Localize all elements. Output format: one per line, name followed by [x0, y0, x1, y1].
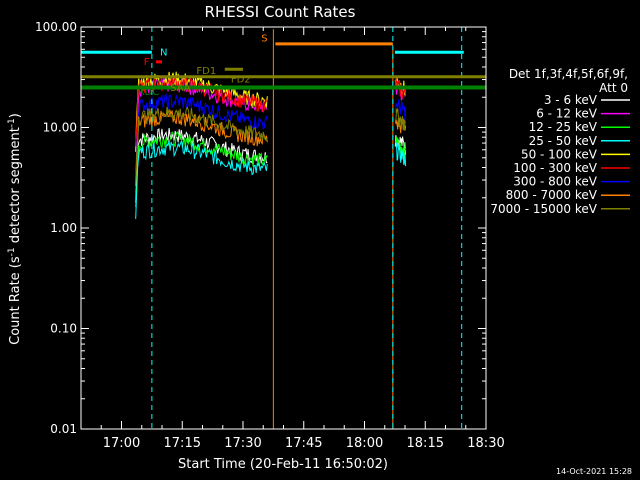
flag-layer: NF FD1 FD2 S SAA RDC — [80, 27, 486, 429]
series-line-3-b — [394, 142, 407, 167]
x-tick-label: 18:30 — [467, 436, 504, 451]
series-line-7 — [135, 109, 268, 187]
series-line-8 — [135, 106, 268, 182]
legend-label-7: 800 - 7000 keV — [506, 188, 598, 202]
x-tick-label: 17:15 — [164, 436, 201, 451]
axis-layer: 0.01 0.10 1.00 10.00 100.00 17:00 17:15 17:30 17… — [35, 20, 505, 451]
series-line-8-b — [394, 108, 407, 131]
x-tick-label: 17:30 — [224, 436, 261, 451]
x-tick-label: 18:00 — [346, 436, 383, 451]
series-line-6 — [135, 93, 268, 171]
flag-label-RDC: RDC — [138, 87, 160, 98]
series-line-2 — [135, 130, 268, 208]
x-tick-label: 17:00 — [103, 436, 140, 451]
legend-label-1: 6 - 12 keV — [536, 107, 598, 121]
y-tick-label: 0.01 — [50, 422, 77, 436]
y-tick-label: 100.00 — [35, 20, 77, 34]
legend-label-8: 7000 - 15000 keV — [490, 202, 597, 216]
legend-header-line1: Det 1f,3f,4f,5f,6f,9f, — [509, 67, 628, 81]
flag-label-N: N — [160, 48, 167, 59]
y-axis-label: Count Rate (s-1 detector segment-1) — [7, 113, 23, 345]
legend-label-2: 12 - 25 keV — [529, 120, 598, 134]
x-tick-label: 17:45 — [285, 436, 322, 451]
series-line-6-b — [394, 99, 407, 122]
chart-title: RHESSI Count Rates — [205, 3, 356, 21]
y-tick-label: 10.00 — [43, 121, 77, 135]
legend-label-0: 3 - 6 keV — [544, 93, 598, 107]
x-axis-label: Start Time (20-Feb-11 16:50:02) — [178, 457, 388, 472]
legend: Det 1f,3f,4f,5f,6f,9f, Att 0 3 - 6 keV6 … — [490, 67, 630, 216]
legend-label-4: 50 - 100 keV — [521, 147, 598, 161]
legend-label-6: 300 - 800 keV — [513, 175, 597, 189]
y-tick-label: 1.00 — [50, 221, 77, 235]
flag-label-F: F — [144, 57, 150, 68]
flag-label-FD1: FD1 — [196, 66, 216, 77]
flag-label-SAA: SAA — [170, 83, 191, 94]
flag-label-S: S — [261, 33, 267, 44]
legend-label-3: 25 - 50 keV — [529, 134, 598, 148]
y-tick-label: 0.10 — [50, 322, 77, 336]
series-line-0 — [135, 127, 268, 203]
series-line-3 — [135, 140, 268, 219]
x-tick-label: 18:15 — [407, 436, 444, 451]
legend-header-line2: Att 0 — [599, 81, 628, 95]
flag-label-FD2: FD2 — [231, 75, 251, 86]
legend-label-5: 100 - 300 keV — [513, 161, 597, 175]
timestamp: 14-Oct-2021 15:28 — [556, 467, 632, 476]
